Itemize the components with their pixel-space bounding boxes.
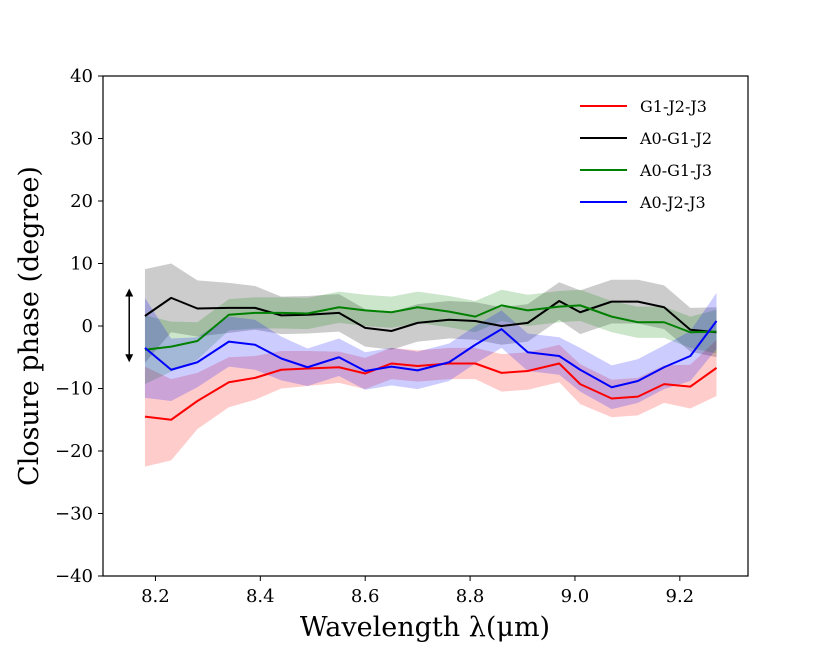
x-tick-label: 8.8 — [456, 586, 485, 607]
x-axis-label: Wavelength λ(μm) — [300, 612, 550, 643]
line-a0-j2-j3 — [144, 320, 718, 389]
series-lines — [144, 296, 718, 421]
arrow-head-down — [125, 354, 134, 363]
legend-label-a0-j2-j3: A0-J2-J3 — [639, 193, 706, 212]
band-a0-j2-j3 — [144, 292, 717, 410]
line-g1-j2-j3 — [144, 362, 718, 421]
line-a0-g1-j2 — [144, 296, 717, 334]
legend-label-g1-j2-j3: G1-J2-J3 — [640, 97, 707, 116]
band-a0-g1-j2 — [144, 263, 717, 363]
line-a0-g1-j3 — [144, 304, 717, 351]
y-tick-label: −20 — [55, 441, 93, 462]
y-tick-label: 30 — [70, 129, 93, 150]
arrow-head-up — [125, 288, 134, 297]
legend: G1-J2-J3 A0-G1-J2 A0-G1-J3 A0-J2-J3 — [580, 97, 712, 212]
axis-ticks: 8.2 8.4 8.6 8.8 9.0 9.2 −40 −30 −20 −10 0 10 20 30 40 — [55, 66, 694, 607]
y-tick-label: 10 — [70, 254, 93, 275]
y-tick-label: −30 — [55, 504, 93, 525]
x-tick-label: 8.6 — [351, 586, 380, 607]
band-g1-j2-j3 — [144, 339, 717, 467]
x-tick-label: 9.2 — [666, 586, 695, 607]
legend-label-a0-g1-j3: A0-G1-J3 — [639, 161, 712, 180]
x-tick-label: 8.2 — [141, 586, 170, 607]
legend-label-a0-g1-j2: A0-G1-J2 — [639, 129, 712, 148]
x-tick-label: 8.4 — [246, 586, 275, 607]
y-tick-label: 20 — [70, 191, 93, 212]
annotation-layer — [125, 288, 134, 363]
x-tick-label: 9.0 — [561, 586, 590, 607]
y-tick-label: −10 — [55, 379, 93, 400]
y-axis-label: Closure phase (degree) — [14, 166, 45, 486]
y-tick-label: 0 — [82, 316, 93, 337]
y-tick-label: −40 — [55, 566, 93, 587]
y-tick-label: 40 — [70, 66, 93, 87]
